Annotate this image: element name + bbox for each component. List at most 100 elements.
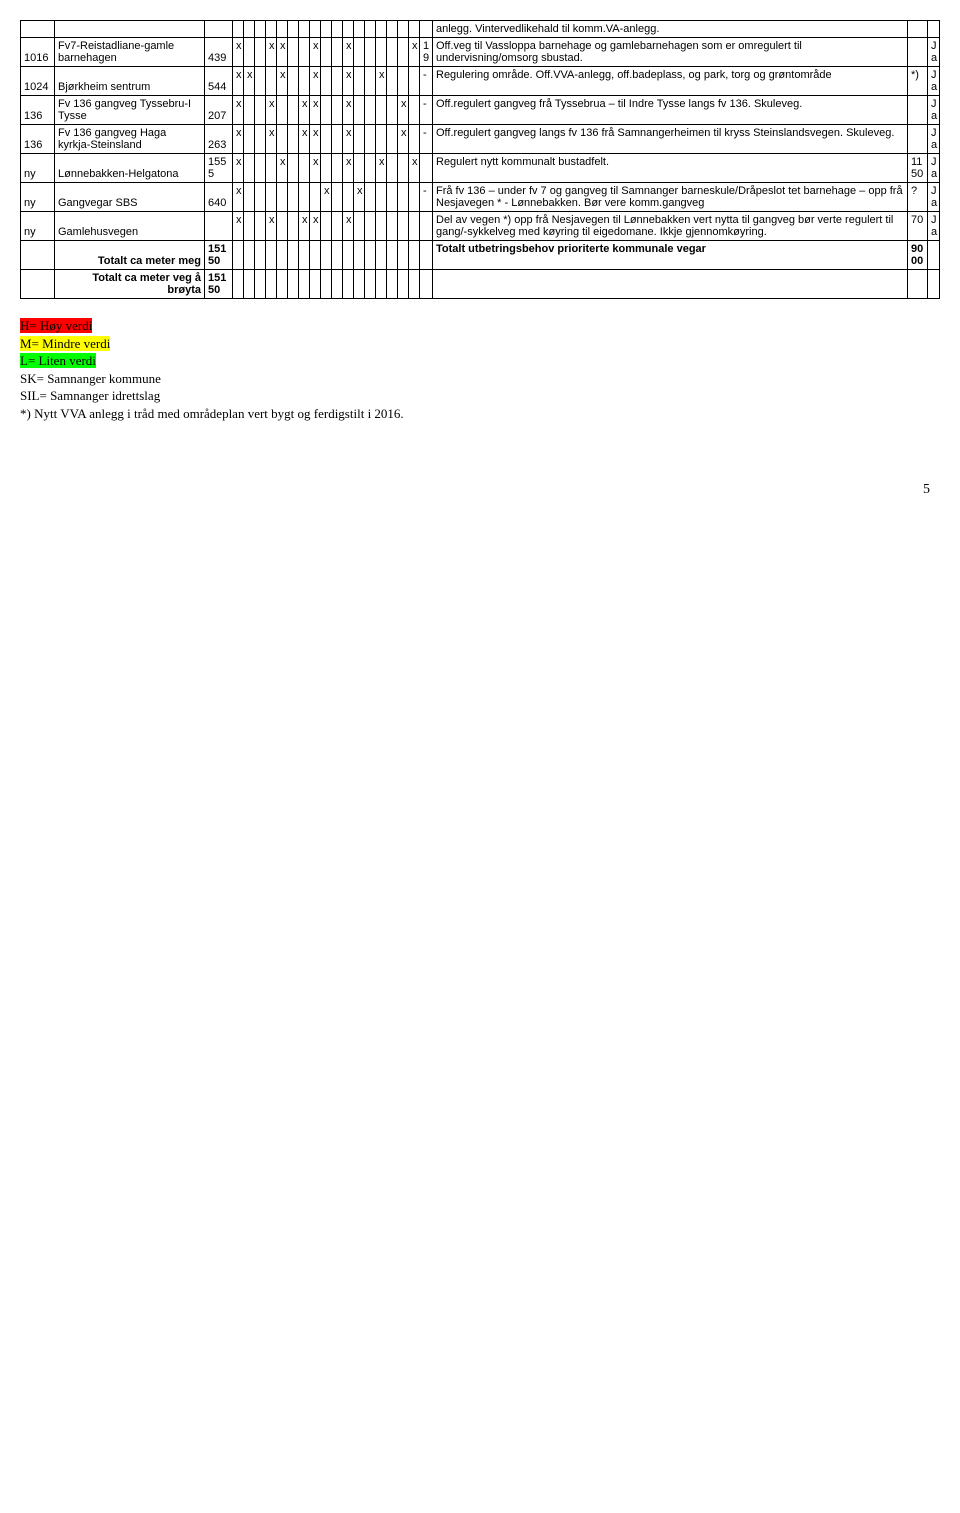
cell-flag [376,183,387,212]
cell-flag: x [310,96,321,125]
cell-flag [288,67,299,96]
cell-flag [255,21,266,38]
cell-flag [332,125,343,154]
table-row: nyGangvegar SBS640xxx-Frå fv 136 – under… [21,183,940,212]
cell-flag [288,212,299,241]
cell-flag [376,21,387,38]
cell-flag [233,270,244,299]
cell-flag [244,154,255,183]
cell-flag [332,67,343,96]
cell-flag: x [376,67,387,96]
cell-flag [277,96,288,125]
cell-flag [310,21,321,38]
legend-note: *) Nytt VVA anlegg i tråd med områdeplan… [20,405,940,423]
cell-mark [420,270,433,299]
cell-flag [409,67,420,96]
cell-number: 439 [205,38,233,67]
cell-ja: Ja [928,125,940,154]
cell-flag [365,183,376,212]
table-row: anlegg. Vintervedlikehald til komm.VA-an… [21,21,940,38]
cell-flag [332,154,343,183]
cell-description: Off.regulert gangveg frå Tyssebrua – til… [433,96,908,125]
cell-flag [343,241,354,270]
cell-cost [908,96,928,125]
cell-mark: 19 [420,38,433,67]
cell-cost: 70 [908,212,928,241]
cell-number: 15150 [205,241,233,270]
cell-ja: Ja [928,67,940,96]
cell-flag [398,241,409,270]
cell-flag [244,38,255,67]
legend-medium: M= Mindre verdi [20,336,110,351]
cell-flag [398,154,409,183]
cell-flag [299,38,310,67]
cell-flag [321,212,332,241]
cell-flag [409,241,420,270]
cell-flag [387,38,398,67]
cell-flag [299,21,310,38]
cell-description: Regulering område. Off.VVA-anlegg, off.b… [433,67,908,96]
cell-flag: x [409,38,420,67]
cell-cost [908,125,928,154]
cell-flag [409,21,420,38]
road-table: anlegg. Vintervedlikehald til komm.VA-an… [20,20,940,299]
cell-cost: 1150 [908,154,928,183]
cell-flag [343,270,354,299]
cell-flag [266,67,277,96]
cell-flag [321,270,332,299]
cell-name: Gamlehusvegen [55,212,205,241]
cell-flag [354,67,365,96]
table-row: nyGamlehusvegenxxxxxDel av vegen *) opp … [21,212,940,241]
cell-flag: x [233,125,244,154]
cell-flag [299,241,310,270]
cell-flag [332,96,343,125]
cell-flag [288,270,299,299]
cell-number: 544 [205,67,233,96]
cell-flag: x [343,154,354,183]
legend: H= Høy verdi M= Mindre verdi L= Liten ve… [20,317,940,422]
cell-flag: x [310,38,321,67]
cell-ja [928,241,940,270]
table-row: Totalt ca meter meg15150Totalt utbetring… [21,241,940,270]
cell-name: Bjørkheim sentrum [55,67,205,96]
cell-flag [288,183,299,212]
cell-ja: Ja [928,38,940,67]
cell-flag: x [310,212,321,241]
cell-flag [277,21,288,38]
legend-sil: SIL= Samnanger idrettslag [20,387,940,405]
cell-description: anlegg. Vintervedlikehald til komm.VA-an… [433,21,908,38]
cell-flag [376,96,387,125]
cell-flag [387,241,398,270]
cell-mark: - [420,125,433,154]
cell-id: 136 [21,125,55,154]
cell-flag: x [277,154,288,183]
cell-flag [288,154,299,183]
cell-flag [398,270,409,299]
cell-flag [288,21,299,38]
cell-name: Lønnebakken-Helgatona [55,154,205,183]
cell-flag [277,270,288,299]
cell-flag [387,212,398,241]
cell-flag [266,154,277,183]
cell-flag: x [233,154,244,183]
cell-flag: x [244,67,255,96]
cell-flag [321,21,332,38]
cell-flag: x [233,96,244,125]
cell-flag [332,241,343,270]
cell-flag [266,21,277,38]
cell-flag [387,96,398,125]
cell-name: Fv 136 gangveg Tyssebru-I Tysse [55,96,205,125]
cell-flag: x [398,96,409,125]
cell-flag [387,21,398,38]
cell-flag [266,241,277,270]
cell-number [205,21,233,38]
cell-cost [908,270,928,299]
cell-flag: x [299,96,310,125]
cell-flag [365,125,376,154]
cell-id [21,21,55,38]
cell-ja: Ja [928,183,940,212]
cell-flag [321,241,332,270]
cell-mark [420,21,433,38]
cell-number [205,212,233,241]
cell-flag: x [233,67,244,96]
